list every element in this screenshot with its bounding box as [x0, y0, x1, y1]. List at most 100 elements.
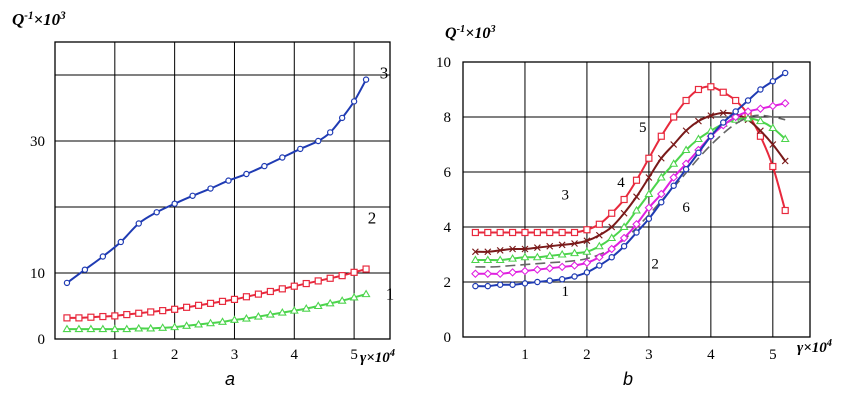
- plot-frame: [462, 61, 811, 338]
- data-point-2: [159, 307, 167, 315]
- data-point-5: [495, 255, 505, 264]
- data-point-1: [277, 308, 287, 316]
- data-point-3: [707, 83, 715, 91]
- y-tick-label: 0: [38, 332, 46, 348]
- curve-label: 5: [639, 120, 647, 136]
- data-point-3: [297, 145, 304, 153]
- x-tick-label: 3: [645, 347, 653, 363]
- data-point-5: [694, 134, 703, 143]
- data-point-1: [206, 318, 215, 327]
- data-point-3: [670, 113, 678, 121]
- curve-label: 6: [682, 200, 690, 216]
- data-point-3: [620, 195, 628, 204]
- data-point-4: [546, 242, 554, 250]
- data-point-2: [669, 173, 678, 182]
- data-point-1: [707, 133, 715, 140]
- data-point-3: [471, 228, 479, 237]
- data-point-4: [533, 244, 541, 252]
- data-point-2: [194, 301, 203, 309]
- series-1: [472, 69, 789, 290]
- data-point-2: [362, 265, 370, 273]
- data-point-4: [521, 245, 529, 253]
- y-axis-label: Q-1×103: [12, 10, 66, 29]
- data-point-1: [158, 323, 168, 331]
- data-point-2: [632, 219, 641, 229]
- data-point-2: [471, 269, 480, 279]
- data-point-4: [707, 112, 715, 120]
- data-point-3: [533, 228, 541, 237]
- data-point-1: [633, 229, 640, 236]
- x-tick-label: 3: [231, 347, 239, 363]
- curve-label: 4: [617, 175, 625, 191]
- data-point-5: [669, 159, 679, 167]
- data-point-3: [261, 162, 268, 170]
- data-point-1: [509, 281, 516, 288]
- data-point-3: [645, 154, 653, 162]
- chart-panel-b: 1 2 3 4 5 0 2 4 6 8 10 3 4 5 6 2 1 Q-1×103 γ×104 b: [436, 24, 832, 389]
- data-point-3: [484, 228, 492, 237]
- data-point-3: [632, 176, 641, 184]
- x-tick-label: 1: [111, 347, 119, 363]
- data-point-1: [146, 323, 156, 332]
- data-point-2: [63, 314, 71, 322]
- data-point-5: [619, 222, 629, 231]
- x-tick-label: 2: [171, 347, 179, 363]
- panel-label: b: [623, 369, 633, 389]
- data-point-2: [314, 277, 322, 285]
- data-point-4: [682, 127, 690, 135]
- series-3: [63, 76, 370, 287]
- data-point-2: [242, 293, 251, 301]
- data-point-2: [99, 312, 107, 321]
- data-point-1: [682, 166, 690, 173]
- y-tick-label: 2: [444, 275, 452, 291]
- data-point-2: [595, 252, 604, 262]
- data-point-5: [532, 252, 542, 261]
- data-point-5: [755, 116, 765, 125]
- series-line-6: [475, 114, 786, 268]
- series-3: [471, 83, 789, 237]
- data-point-4: [657, 154, 665, 162]
- data-point-5: [607, 233, 617, 242]
- y-tick-label: 10: [436, 55, 451, 71]
- data-point-1: [230, 315, 239, 323]
- data-point-2: [533, 265, 542, 274]
- data-point-3: [508, 228, 517, 237]
- data-point-1: [194, 319, 204, 328]
- data-point-1: [74, 324, 84, 333]
- x-tick-label: 5: [350, 347, 358, 363]
- data-point-3: [243, 170, 250, 178]
- data-point-5: [681, 145, 691, 154]
- data-point-1: [361, 289, 371, 298]
- x-axis-label: γ×104: [797, 338, 832, 356]
- data-point-2: [183, 303, 191, 311]
- data-point-2: [206, 299, 215, 307]
- data-point-4: [719, 109, 727, 117]
- data-point-3: [338, 114, 346, 122]
- data-point-4: [608, 223, 616, 231]
- data-point-3: [719, 88, 727, 96]
- data-point-1: [218, 317, 227, 325]
- data-point-1: [744, 97, 752, 104]
- data-point-1: [301, 304, 311, 312]
- data-point-2: [545, 263, 555, 273]
- x-tick-label: 2: [583, 347, 591, 363]
- data-point-3: [207, 185, 214, 192]
- series-1: [62, 289, 371, 333]
- data-point-2: [657, 189, 666, 199]
- data-point-3: [496, 228, 504, 237]
- data-point-5: [644, 189, 654, 198]
- data-point-2: [607, 244, 616, 254]
- data-point-4: [509, 245, 516, 253]
- data-point-1: [558, 276, 566, 283]
- data-point-1: [110, 324, 120, 333]
- y-tick-label: 4: [444, 220, 452, 236]
- data-point-2: [171, 305, 179, 313]
- curve-label: 2: [651, 256, 659, 272]
- data-point-1: [546, 277, 553, 284]
- y-axis-label: Q-1×103: [445, 24, 496, 42]
- data-point-2: [87, 313, 95, 321]
- curve-label: 1: [386, 284, 395, 303]
- data-point-2: [508, 268, 517, 277]
- x-tick-label: 1: [521, 347, 529, 363]
